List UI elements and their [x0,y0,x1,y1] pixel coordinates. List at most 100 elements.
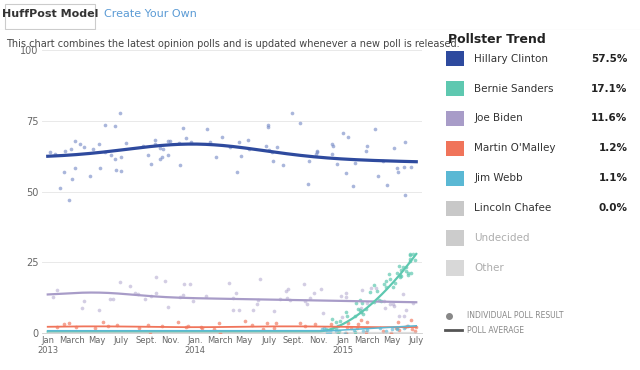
Point [444,313,454,319]
Point [269,325,279,331]
Point [102,323,113,329]
Point [175,162,185,168]
Point [175,294,186,300]
Point [324,329,335,334]
Point [299,281,309,287]
Point [321,326,331,332]
Point [349,161,360,167]
Point [342,324,353,330]
Point [312,148,323,154]
Point [215,330,225,336]
Point [356,317,366,323]
Point [349,327,359,333]
Point [60,148,70,154]
Point [394,313,404,319]
Point [362,300,372,306]
Point [392,319,403,325]
Point [362,327,372,333]
Point [310,320,320,326]
Point [385,302,395,307]
Point [379,298,389,304]
Point [263,124,273,130]
Point [234,139,244,145]
Point [358,328,369,334]
Point [405,252,415,258]
Point [374,297,384,303]
Point [163,304,173,310]
Point [355,307,365,313]
Point [374,325,385,331]
Point [163,152,173,158]
Point [349,329,360,334]
Point [353,306,363,312]
Text: Martin O'Malley: Martin O'Malley [474,144,556,154]
FancyBboxPatch shape [446,171,464,186]
Point [356,309,366,315]
Point [64,196,74,202]
Point [406,317,416,323]
Point [394,327,404,333]
Point [45,149,55,155]
Point [381,328,391,334]
Point [342,320,353,326]
Point [389,303,399,309]
Point [339,130,349,136]
Point [98,319,108,325]
Point [295,120,305,126]
FancyBboxPatch shape [446,201,464,216]
Point [357,287,367,293]
Point [401,268,411,274]
Point [380,279,390,285]
Point [90,325,100,331]
Point [184,281,195,287]
Point [109,123,120,129]
Point [214,320,224,326]
Point [60,169,70,175]
Text: POLL AVERAGE: POLL AVERAGE [467,326,524,335]
Point [369,299,380,305]
Point [357,300,367,306]
Point [303,181,314,186]
Text: This chart combines the latest opinion polls and is updated whenever a new poll : This chart combines the latest opinion p… [6,39,460,49]
Point [108,296,118,302]
Point [332,326,342,332]
Point [280,288,291,294]
Point [401,307,412,313]
Point [79,144,89,150]
Text: 57.5%: 57.5% [591,54,628,64]
Point [188,298,198,304]
Text: Create Your Own: Create Your Own [104,9,197,19]
Point [327,316,337,322]
Point [150,138,160,144]
FancyBboxPatch shape [446,141,464,156]
Point [269,308,280,314]
Point [327,151,337,157]
Point [341,295,351,300]
Point [353,322,363,327]
Point [335,293,346,299]
Point [378,158,388,164]
Point [348,183,358,189]
Point [94,141,104,147]
Point [312,149,322,155]
Point [389,145,399,151]
Point [85,173,95,179]
Point [263,122,273,128]
Point [295,320,305,326]
Point [115,110,125,116]
Point [52,287,62,293]
Text: 0.0%: 0.0% [598,204,628,213]
Point [340,170,351,176]
Point [341,290,351,296]
Point [143,323,154,329]
Point [155,157,165,162]
Point [346,325,356,331]
Point [408,300,418,306]
Point [333,323,344,329]
Point [76,141,86,147]
Point [376,298,387,304]
Point [287,110,297,115]
Point [401,264,411,270]
Point [243,137,253,143]
Point [236,153,246,159]
